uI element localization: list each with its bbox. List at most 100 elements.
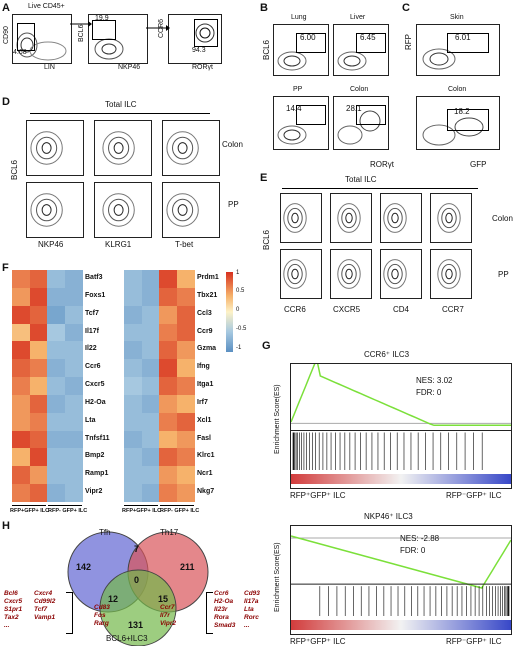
panel-b-plot4-name: Colon: [350, 86, 369, 93]
panel-a-plot3: [168, 14, 222, 64]
heatmap-left-cell: [47, 484, 65, 503]
heatmap-left: [12, 270, 83, 503]
panel-e-header: Total ILC: [345, 175, 377, 184]
f-group1-right: RFP+GFP+ ILC: [122, 508, 162, 514]
heatmap-left-cell: [47, 323, 65, 342]
panel-c-plot2-value: 18.2: [454, 107, 470, 116]
gsea-rank-bar: [291, 620, 511, 630]
left-gene-label: Batf3: [85, 274, 103, 281]
heatmap-left-cell: [29, 394, 48, 414]
heatmap-left-cell: [47, 287, 65, 307]
panel-e-plot-r2-c4: [430, 249, 472, 299]
panel-a-xlabel3: RORγt: [192, 64, 213, 71]
heatmap-left-cell: [64, 341, 83, 360]
panel-f-letter: F: [2, 262, 9, 274]
heatmap-left-cell: [64, 466, 83, 485]
heatmap-right-cell: [141, 359, 160, 378]
heatmap-left-cell: [64, 305, 83, 325]
panel-b-plot1-value: 6.00: [300, 33, 316, 42]
heatmap-left-cell: [12, 270, 30, 289]
heatmap-right-cell: [176, 484, 195, 503]
gsea1-title: CCR6⁺ ILC3: [364, 350, 410, 359]
panel-c-letter: C: [402, 2, 410, 14]
panel-d-plot-r2-c2: [94, 182, 152, 238]
panel-b-plot3-name: PP: [293, 86, 303, 93]
heatmap-left-cell: [12, 394, 30, 414]
right-gene-label: Irf7: [197, 398, 208, 406]
heatmap-left-cell: [29, 270, 48, 289]
gsea-es-curve: [291, 364, 511, 427]
right-gene-label: Ncr1: [197, 470, 213, 478]
heatmap-right-cell: [159, 377, 177, 396]
heatmap-legend: [226, 272, 233, 352]
f-group2-left: RFP- GFP+ ILC: [48, 508, 88, 514]
panel-d-header: Total ILC: [105, 100, 137, 109]
right-gene-label: Ccr9: [197, 327, 213, 335]
heatmap-right-cell: [176, 430, 195, 449]
panel-a-xlabel2: NKP46: [118, 64, 141, 71]
heatmap-right: [124, 270, 195, 503]
heatmap-left-cell: [29, 341, 48, 360]
heatmap-left-cell: [29, 448, 48, 467]
heatmap-left-cell: [64, 359, 83, 378]
heatmap-right-cell: [176, 341, 195, 360]
panel-a-gate1: 4.68: [13, 49, 27, 56]
gsea2-plot: [290, 525, 512, 635]
outer-right-genes-b: Cd93 Il17a Lta Rorc...: [244, 590, 260, 629]
gsea2-nes: NES: -2.88: [400, 534, 440, 543]
heatmap-left-cell: [12, 323, 30, 342]
left-gene-label: Tnfsf11: [85, 434, 110, 442]
legend-tick-1: 1: [236, 270, 240, 276]
panel-b-plot4-value: 28.1: [346, 104, 362, 113]
f-bar2: [48, 505, 82, 506]
venn-tfh-only: 142: [76, 562, 92, 572]
panel-h-letter: H: [2, 520, 10, 532]
heatmap-right-cell: [159, 394, 177, 414]
heatmap-left-cell: [29, 466, 48, 485]
heatmap-right-cell: [124, 412, 142, 432]
heatmap-right-cell: [176, 377, 195, 396]
left-gene-label: Vipr2: [85, 488, 103, 496]
panel-d-plot-r2-c1: [26, 182, 84, 238]
left-gene-label: Tcf7: [85, 309, 99, 317]
left-gene-label: Ccr6: [85, 363, 101, 371]
heatmap-left-cell: [29, 287, 48, 307]
heatmap-left-cell: [12, 412, 30, 432]
panel-e-xlabel4: CCR7: [442, 305, 464, 314]
gsea-es-curve: [291, 535, 511, 589]
heatmap-left-cell: [47, 341, 65, 360]
heatmap-left-cell: [64, 412, 83, 432]
right-gene-label: Fasl: [197, 434, 212, 442]
heatmap-left-cell: [47, 305, 65, 325]
venn-th17-only: 211: [180, 562, 195, 572]
heatmap-left-cell: [47, 412, 65, 432]
heatmap-left-cell: [47, 430, 65, 449]
heatmap-right-cell: [141, 448, 160, 467]
right-bracket: [206, 592, 213, 634]
heatmap-right-cell: [124, 323, 142, 342]
left-gene-label: Il17f: [85, 327, 100, 335]
left-gene-label: Foxs1: [85, 291, 106, 299]
outer-right-genes-a: Ccr6 H2-Oa Il23r Rora Smad3: [214, 590, 236, 629]
heatmap-right-cell: [124, 484, 142, 503]
heatmap-left-cell: [64, 430, 83, 449]
panel-c-plot1-value: 6.01: [455, 33, 471, 42]
heatmap-right-cell: [159, 305, 177, 325]
heatmap-right-cell: [141, 430, 160, 449]
gsea2-fdr: FDR: 0: [400, 546, 426, 555]
panel-e-plot-r1-c1: [280, 193, 322, 243]
gsea1-plot: [290, 363, 512, 489]
f-group1-left: RFP+GFP+ ILC: [10, 508, 50, 514]
heatmap-left-cell: [47, 377, 65, 396]
panel-c-plot1-name: Skin: [450, 14, 464, 21]
panel-g-letter: G: [262, 340, 271, 352]
panel-a-arrows: [70, 21, 170, 31]
heatmap-left-cell: [12, 448, 30, 467]
gsea2-right-label: RFP⁻GFP⁺ ILC: [446, 637, 502, 646]
panel-a-plot1: [12, 14, 72, 64]
heatmap-left-cell: [12, 341, 30, 360]
right-gene-label: Ifng: [197, 363, 210, 371]
heatmap-right-cell: [124, 466, 142, 485]
heatmap-left-cell: [47, 466, 65, 485]
panel-b-ylabel: BCL6: [262, 39, 271, 60]
